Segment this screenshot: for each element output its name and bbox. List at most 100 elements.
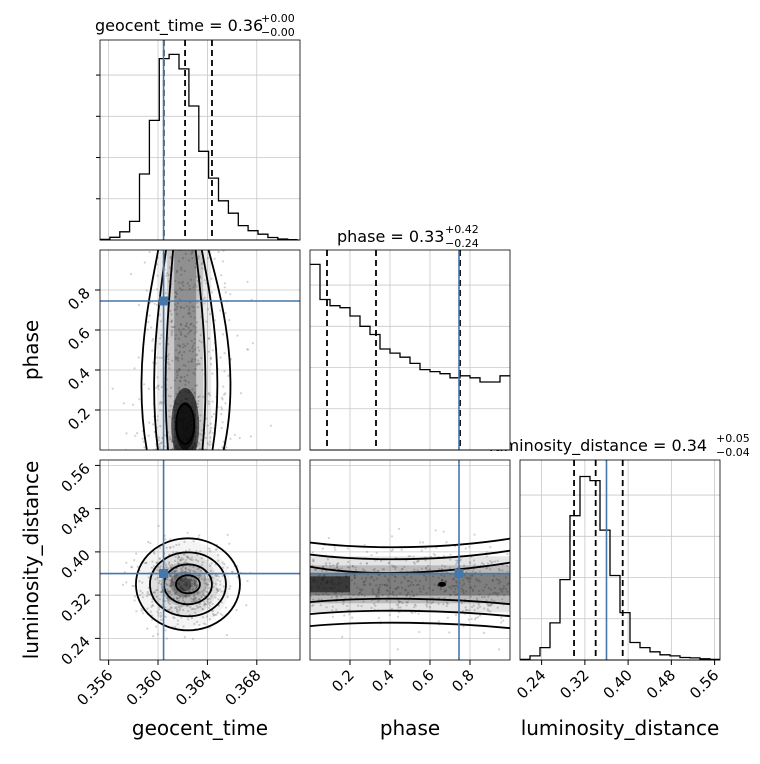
scatter-point [193, 283, 196, 286]
scatter-point [444, 580, 448, 584]
scatter-point [176, 344, 180, 347]
scatter-point [180, 605, 183, 608]
scatter-point [158, 598, 161, 601]
scatter-point [95, 430, 97, 432]
contour-0 [310, 537, 510, 630]
scatter-point [348, 593, 351, 596]
scatter-point [418, 630, 421, 634]
scatter-point [200, 263, 203, 266]
scatter-point [159, 615, 162, 619]
scatter-point [497, 579, 500, 582]
histogram-luminosity_distance [520, 475, 720, 661]
scatter-point [483, 586, 486, 589]
scatter-point [186, 557, 190, 560]
scatter-point [452, 577, 455, 580]
scatter-point [152, 565, 155, 568]
scatter-point [196, 362, 199, 365]
scatter-point [377, 595, 380, 598]
scatter-point [200, 557, 203, 560]
scatter-point [188, 349, 191, 352]
scatter-point [178, 344, 182, 347]
scatter-point [395, 588, 398, 591]
scatter-point [208, 392, 211, 395]
scatter-point [182, 553, 185, 556]
scatter-point [188, 284, 191, 287]
scatter-point [373, 602, 376, 605]
scatter-point [197, 346, 200, 349]
scatter-point [200, 564, 203, 567]
scatter-point [188, 306, 191, 309]
scatter-point [194, 326, 198, 329]
scatter-point [214, 319, 217, 322]
scatter-point [168, 409, 171, 412]
scatter-point [387, 578, 390, 581]
scatter-point [170, 313, 173, 316]
scatter-point [351, 564, 354, 568]
scatter-point [197, 359, 200, 362]
scatter-point [138, 580, 141, 583]
scatter-point [170, 334, 173, 337]
scatter-point [438, 568, 441, 571]
scatter-point [311, 604, 314, 607]
scatter-point [166, 361, 170, 364]
x-ticks-luminosity_distance: 0.24 0.32 0.40 0.48 0.56 [513, 660, 722, 702]
scatter-point [207, 586, 211, 589]
scatter-point [143, 446, 146, 449]
scatter-point [164, 629, 167, 632]
panel-frame [309, 459, 511, 661]
scatter-point [209, 569, 213, 573]
scatter-point [210, 595, 213, 598]
scatter-point [164, 566, 168, 569]
scatter-point [200, 596, 203, 599]
scatter-point [184, 570, 187, 573]
scatter-point [478, 605, 482, 608]
scatter-point [315, 593, 318, 596]
scatter-point [321, 569, 324, 573]
scatter-point [430, 602, 433, 605]
scatter-point [179, 330, 182, 333]
scatter-point [394, 576, 397, 579]
scatter-point [473, 585, 477, 588]
x-tick-label: 0.40 [600, 666, 636, 702]
scatter-point [160, 385, 163, 389]
scatter-point [166, 597, 169, 600]
scatter-point [209, 564, 212, 567]
scatter-point [410, 581, 413, 584]
scatter-point [455, 581, 458, 584]
scatter-point [375, 596, 378, 599]
scatter-point [196, 606, 199, 610]
scatter-point [332, 564, 335, 567]
scatter-point [185, 581, 188, 584]
scatter-point [220, 274, 223, 277]
scatter-point [217, 559, 220, 562]
scatter-point [219, 309, 222, 312]
scatter-point [206, 559, 209, 562]
scatter-point [170, 579, 174, 583]
scatter-point [169, 546, 172, 549]
scatter-point [165, 565, 168, 568]
scatter-point [194, 358, 197, 361]
scatter-point [178, 543, 181, 546]
scatter-point [170, 325, 173, 328]
scatter-point [184, 567, 187, 570]
scatter-point [176, 357, 180, 360]
scatter-point [422, 541, 425, 544]
scatter-point [402, 575, 405, 578]
scatter-point [192, 310, 195, 313]
scatter-point [217, 604, 220, 607]
scatter-point [222, 585, 225, 588]
scatter-point [209, 601, 212, 604]
scatter-point [177, 583, 181, 586]
scatter-point [188, 308, 191, 311]
scatter-point [166, 566, 169, 570]
scatter-point [201, 429, 204, 432]
scatter-point [188, 311, 191, 314]
scatter-panel-phase-vs-geocent_time [95, 249, 301, 451]
scatter-point [176, 612, 180, 615]
scatter-point [375, 584, 378, 587]
scatter-point [158, 558, 161, 561]
scatter-point [397, 604, 400, 607]
scatter-point [376, 594, 379, 597]
scatter-point [497, 568, 500, 571]
scatter-point [419, 541, 422, 544]
